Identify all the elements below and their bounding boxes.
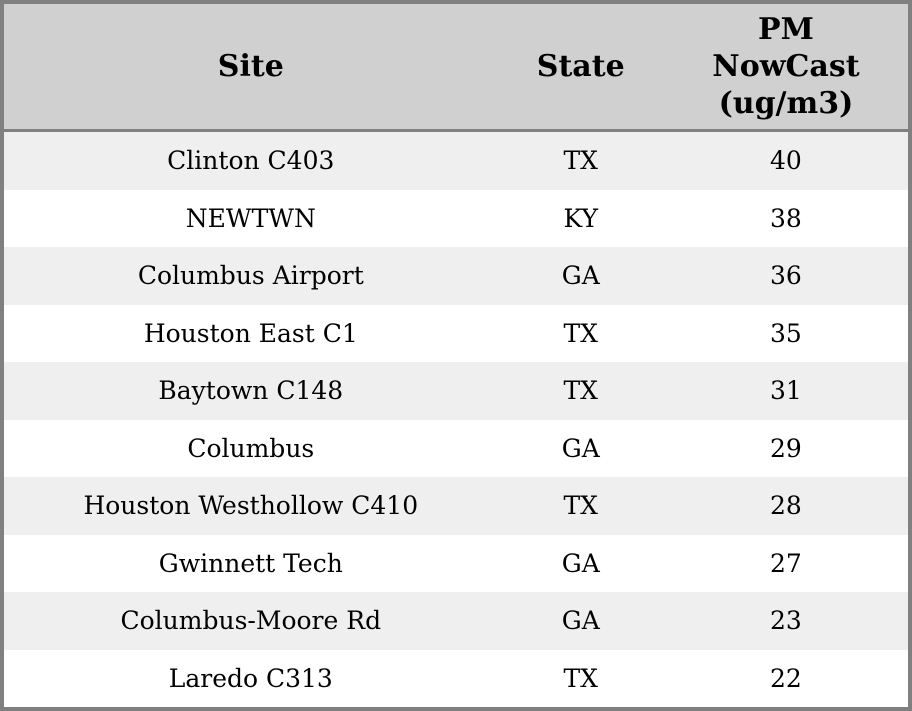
table-row: Columbus Airport GA 36 <box>4 247 908 305</box>
state-cell: TX <box>563 491 598 521</box>
state-cell: GA <box>561 433 600 463</box>
pm-value-cell: 22 <box>770 663 802 693</box>
column-header-pm-line1: PM <box>758 12 814 47</box>
column-header-pm-nowcast: PM NowCast (ug/m3) <box>664 11 908 122</box>
site-cell: Houston Westhollow C410 <box>83 491 419 521</box>
table-row: Columbus GA 29 <box>4 419 908 477</box>
site-cell: Columbus <box>187 433 315 463</box>
table-row: Gwinnett Tech GA 27 <box>4 534 908 592</box>
column-header-pm-line2: NowCast <box>712 49 860 84</box>
state-cell: GA <box>561 261 600 291</box>
pm-value-cell: 36 <box>770 261 802 291</box>
pm-value-cell: 29 <box>770 433 802 463</box>
table-row: Houston Westhollow C410 TX 28 <box>4 477 908 535</box>
column-header-pm-line3: (ug/m3) <box>718 86 854 121</box>
pm-value-cell: 23 <box>770 606 802 636</box>
column-header-state: State <box>536 49 625 84</box>
state-cell: TX <box>563 663 598 693</box>
site-cell: Columbus-Moore Rd <box>120 606 382 636</box>
state-cell: TX <box>563 318 598 348</box>
column-header-site: Site <box>217 49 284 84</box>
site-cell: Laredo C313 <box>168 663 333 693</box>
pm-value-cell: 27 <box>770 548 802 578</box>
table-body: Clinton C403 TX 40 NEWTWN KY 38 Columbus… <box>4 132 908 707</box>
pm-value-cell: 28 <box>770 491 802 521</box>
pm-value-cell: 35 <box>770 318 802 348</box>
site-cell: Houston East C1 <box>143 318 358 348</box>
pm-value-cell: 38 <box>770 203 802 233</box>
pm-value-cell: 40 <box>770 146 802 176</box>
site-cell: Baytown C148 <box>158 376 344 406</box>
site-cell: Gwinnett Tech <box>158 548 343 578</box>
state-cell: GA <box>561 606 600 636</box>
pm-value-cell: 31 <box>770 376 802 406</box>
state-cell: KY <box>563 203 598 233</box>
table-row: NEWTWN KY 38 <box>4 189 908 247</box>
state-cell: TX <box>563 376 598 406</box>
table-row: Baytown C148 TX 31 <box>4 362 908 420</box>
table-header-row: Site State PM NowCast (ug/m3) <box>4 4 908 132</box>
site-cell: NEWTWN <box>185 203 316 233</box>
table-row: Clinton C403 TX 40 <box>4 132 908 190</box>
state-cell: GA <box>561 548 600 578</box>
site-cell: Columbus Airport <box>137 261 364 291</box>
table-row: Houston East C1 TX 35 <box>4 304 908 362</box>
table-row: Columbus-Moore Rd GA 23 <box>4 592 908 650</box>
state-cell: TX <box>563 146 598 176</box>
table-row: Laredo C313 TX 22 <box>4 649 908 707</box>
site-cell: Clinton C403 <box>167 146 335 176</box>
